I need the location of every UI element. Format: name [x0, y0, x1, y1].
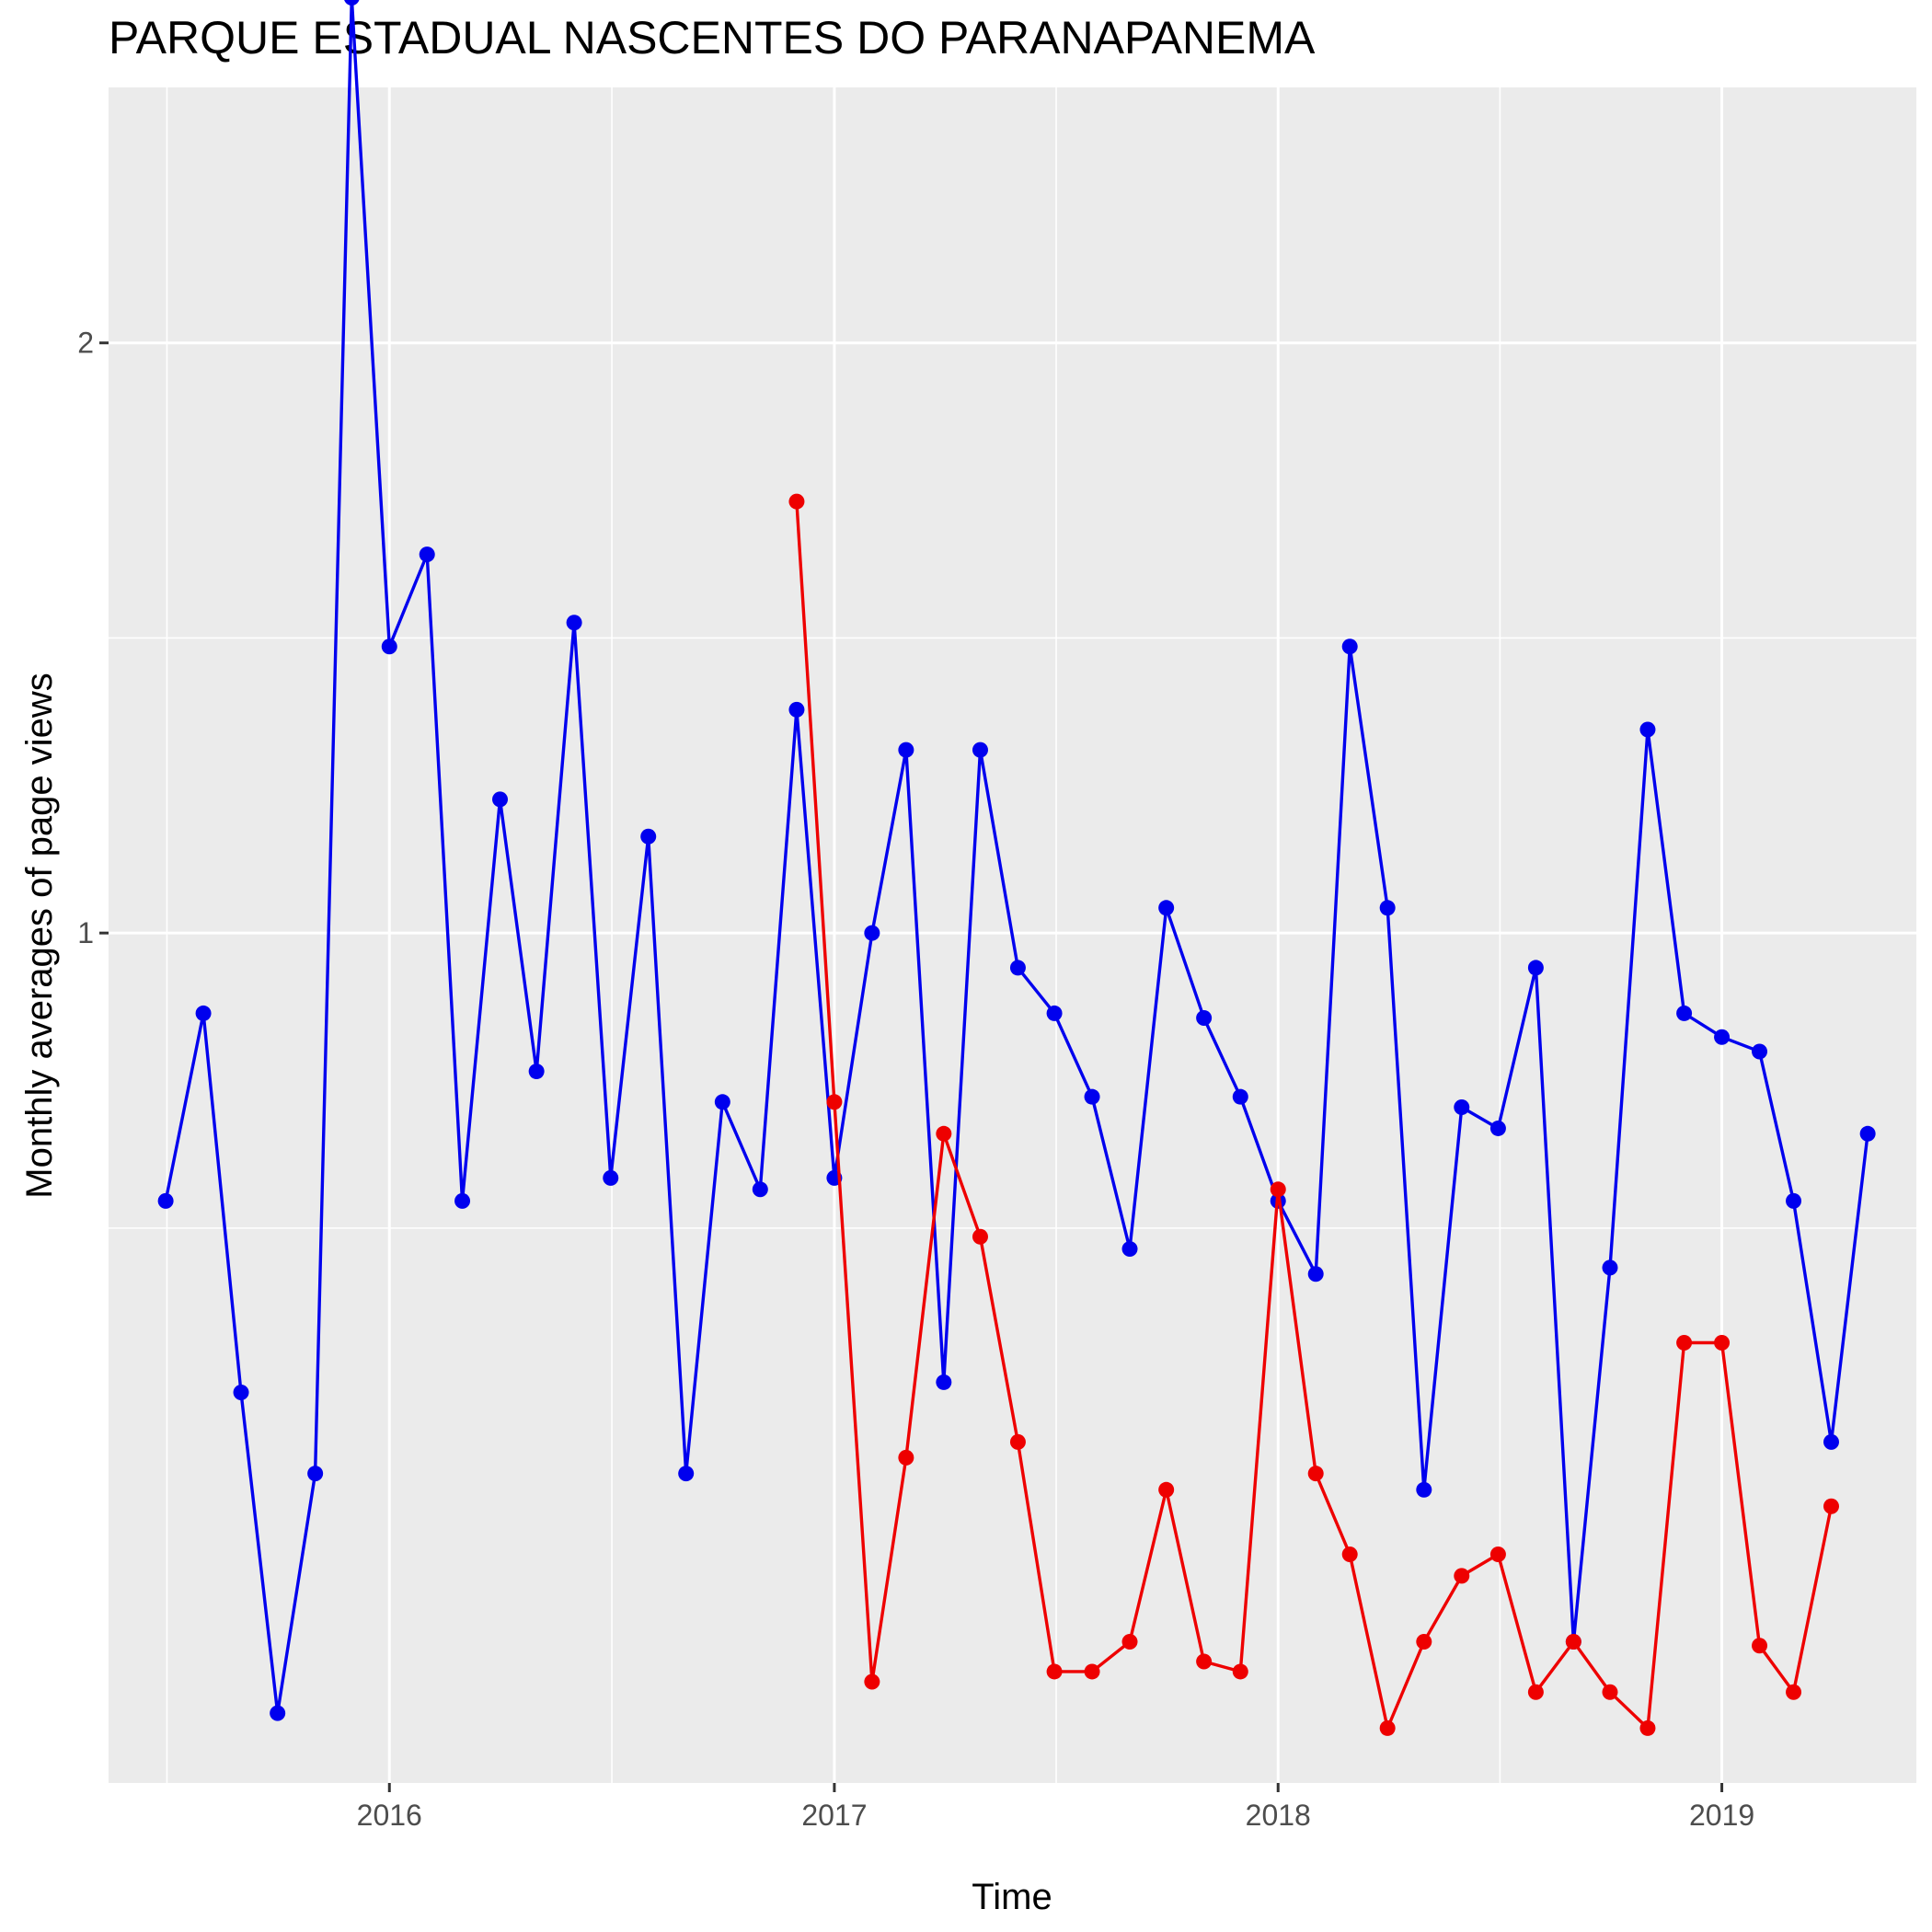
series-2-point [1121, 1633, 1138, 1650]
y-tick-label: 2 [77, 327, 94, 360]
series-2-point [1416, 1633, 1432, 1650]
series-2-point [864, 1673, 880, 1690]
series-1-point [419, 546, 435, 563]
series-2-point [1489, 1547, 1506, 1563]
series-1-point [640, 828, 657, 845]
series-2-point [1823, 1498, 1839, 1514]
series-2-point [1046, 1663, 1063, 1680]
series-2-point [1786, 1684, 1802, 1700]
x-axis-title: Time [972, 1877, 1052, 1917]
series-1-point [381, 638, 397, 655]
series-1-point [1823, 1433, 1839, 1450]
series-1-point [1121, 1241, 1138, 1258]
series-1-point [195, 1005, 212, 1021]
series-1-point [1602, 1259, 1618, 1276]
series-1-point [270, 1705, 286, 1721]
series-2-point [1158, 1481, 1175, 1498]
series-1-point [1379, 900, 1396, 916]
series-1-point [1786, 1192, 1802, 1209]
x-axis: 2016 2017 2018 2019 [357, 1783, 1754, 1832]
x-tick-label: 2019 [1689, 1799, 1754, 1832]
series-1 [157, 0, 1876, 1721]
series-2 [788, 493, 1839, 1736]
series-1-point [752, 1181, 768, 1198]
series-1-point [528, 1064, 545, 1080]
series-1-point [1341, 638, 1358, 655]
x-tick-label: 2017 [801, 1799, 867, 1832]
series-1-point [1084, 1088, 1100, 1105]
series-1-point [1859, 1125, 1876, 1142]
series-1-point [1489, 1120, 1506, 1136]
series-2-point [972, 1228, 988, 1245]
series-1-point [936, 1374, 952, 1390]
series-1-point [1527, 960, 1544, 976]
series-1-point [454, 1192, 471, 1209]
series-2-point [1232, 1663, 1248, 1680]
series-1-point [714, 1094, 730, 1110]
series-1-point [1454, 1098, 1470, 1115]
series-1-point [603, 1169, 619, 1186]
minor-gridlines [109, 87, 1916, 1783]
series-2-point [1565, 1633, 1581, 1650]
series-2-point [1714, 1335, 1731, 1351]
series-1-point [1232, 1088, 1248, 1105]
series-2-point [1639, 1719, 1656, 1736]
series-1-point [972, 742, 988, 758]
series-2-point [898, 1449, 914, 1466]
series-1-point [566, 615, 582, 631]
series-1-point [157, 1192, 174, 1209]
series-1-point [864, 925, 880, 941]
series-layer [157, 0, 1876, 1736]
y-axis-title: Monthly averages of page views [19, 673, 60, 1198]
series-2-point [1379, 1719, 1396, 1736]
series-2-point [1009, 1433, 1026, 1450]
series-1-point [344, 0, 360, 6]
x-tick-label: 2016 [357, 1799, 422, 1832]
series-1-point [1752, 1043, 1768, 1060]
series-2-point [1752, 1638, 1768, 1654]
x-tick-label: 2018 [1246, 1799, 1311, 1832]
series-1-point [1676, 1005, 1693, 1021]
series-1-point [307, 1466, 324, 1482]
series-2-point [1341, 1547, 1358, 1563]
series-2-point [826, 1094, 843, 1110]
series-2-point [1084, 1663, 1100, 1680]
series-1-point [1714, 1029, 1731, 1045]
series-2-point [1270, 1181, 1286, 1198]
series-1-point [1009, 960, 1026, 976]
major-gridlines [109, 87, 1916, 1783]
series-1-point [898, 742, 914, 758]
series-1-point [233, 1384, 249, 1400]
series-1-point [1046, 1005, 1063, 1021]
series-1-point [1158, 900, 1175, 916]
y-tick-label: 1 [77, 916, 94, 949]
chart-title: PARQUE ESTADUAL NASCENTES DO PARANAPANEM… [109, 12, 1316, 63]
series-2-point [788, 493, 805, 510]
series-2-point [1602, 1684, 1618, 1700]
series-1-point [788, 701, 805, 718]
series-1-point [678, 1466, 695, 1482]
series-2-point [1676, 1335, 1693, 1351]
series-2-point [1527, 1684, 1544, 1700]
series-1-point [492, 791, 509, 808]
series-2-point [1196, 1653, 1213, 1670]
series-2-point [936, 1125, 952, 1142]
series-1-point [1307, 1266, 1324, 1282]
series-2-point [1454, 1568, 1470, 1584]
series-1-point [1639, 721, 1656, 738]
series-2-point [1307, 1466, 1324, 1482]
series-1-point [1416, 1481, 1432, 1498]
series-1-point [1196, 1010, 1213, 1027]
y-axis: 12 [77, 327, 109, 949]
